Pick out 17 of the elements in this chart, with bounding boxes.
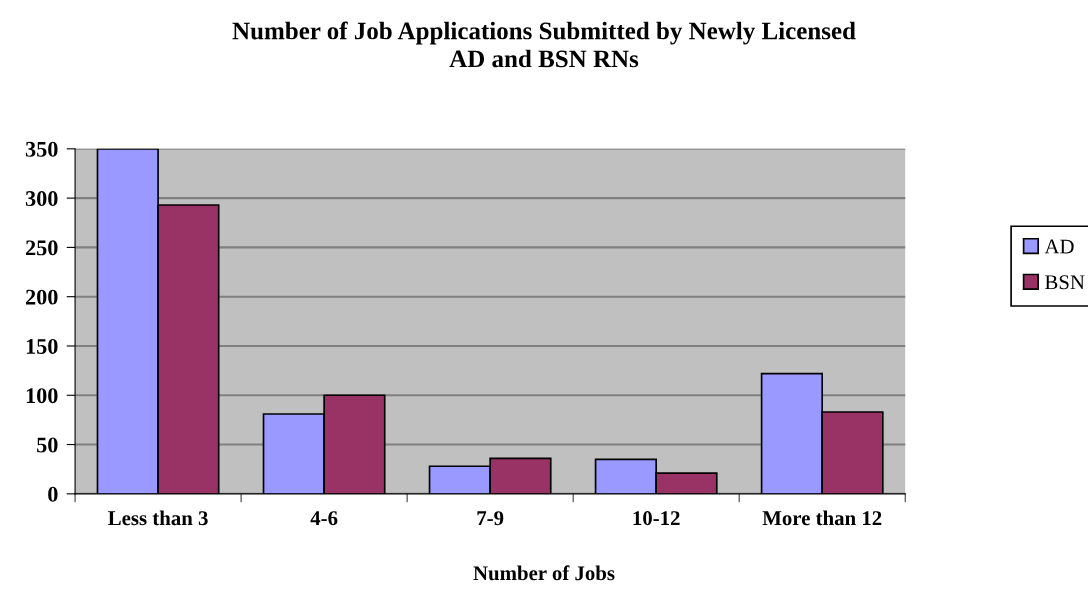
x-tick-label: 10-12 (633, 511, 680, 526)
x-tick-label: 4-6 (310, 511, 338, 526)
chart-title: Number of Job Applications Submitted by Newly Licensed AD and BSN RNs (232, 21, 856, 68)
x-axis-title: Number of Jobs (473, 565, 615, 581)
y-tick-label: 100 (26, 388, 58, 404)
y-tick-label: 250 (26, 240, 58, 256)
x-tick-label: More than 12 (762, 510, 882, 526)
y-tick-label: 200 (26, 289, 58, 305)
legend-label: BSN (1045, 275, 1085, 290)
y-tick-label: 150 (26, 338, 58, 354)
legend-label: AD (1044, 239, 1074, 254)
y-tick-label: 300 (25, 191, 58, 207)
x-tick-label: Less than 3 (108, 510, 208, 526)
y-tick-label: 0 (48, 486, 58, 502)
y-tick-label: 50 (37, 437, 58, 453)
y-tick-label: 350 (25, 141, 58, 157)
x-tick-label: 7-9 (477, 511, 504, 526)
